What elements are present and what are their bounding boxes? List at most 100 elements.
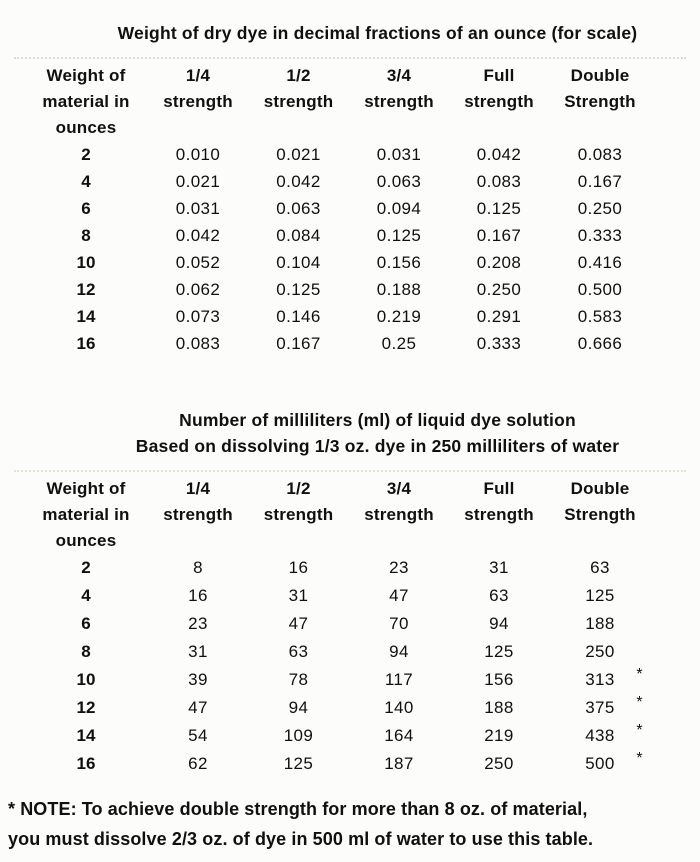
- row-label: 6: [24, 195, 148, 222]
- data-cell: 70: [349, 610, 449, 638]
- cell-value: 0.250: [476, 280, 522, 299]
- cell-value: 0.416: [577, 253, 623, 272]
- cell-value: 6: [81, 199, 91, 218]
- double-strength-asterisk: *: [636, 694, 643, 711]
- cell-value: 0.125: [376, 226, 422, 245]
- data-cell: 117: [349, 666, 449, 694]
- cell-value: 8: [193, 558, 203, 577]
- row-label: 12: [24, 694, 148, 722]
- cell-value: 0.333: [476, 334, 522, 353]
- data-cell: 438 *: [549, 722, 651, 750]
- cell-value: 16: [76, 334, 96, 353]
- row-label: 14: [24, 303, 148, 330]
- cell-value: 0.219: [376, 307, 422, 326]
- cell-value: 47: [389, 586, 409, 605]
- cell-value: 250: [484, 754, 514, 773]
- row-label: 2: [24, 141, 148, 168]
- cell-value: 0.666: [577, 334, 623, 353]
- cell-value: 0.208: [476, 253, 522, 272]
- column-header: Full strength: [464, 479, 534, 524]
- data-cell: 0.042: [449, 141, 549, 168]
- data-cell: 47: [349, 582, 449, 610]
- data-cell: 0.167: [248, 330, 349, 357]
- cell-value: 0.167: [476, 226, 522, 245]
- cell-value: 0.167: [276, 334, 321, 353]
- cell-value: 0.583: [577, 307, 623, 326]
- data-cell: 63: [549, 554, 651, 582]
- cell-value: 0.156: [376, 253, 422, 272]
- data-cell: 0.167: [449, 222, 549, 249]
- data-cell: 0.083: [549, 141, 651, 168]
- data-cell: 94: [248, 694, 349, 722]
- cell-value: 0.188: [376, 280, 422, 299]
- data-cell: 0.031: [148, 195, 248, 222]
- row-label: 14: [24, 722, 148, 750]
- data-cell: 0.010: [148, 141, 248, 168]
- row-label: 10: [24, 666, 148, 694]
- data-cell: 0.084: [248, 222, 349, 249]
- cell-value: 63: [590, 558, 610, 577]
- cell-value: 16: [76, 754, 96, 773]
- row-label: 8: [24, 638, 148, 666]
- column-header: 1/4 strength: [163, 479, 233, 524]
- scan-artifact-line: [14, 470, 686, 472]
- cell-value: 10: [76, 253, 96, 272]
- row-label: 16: [24, 750, 148, 778]
- data-cell: 0.062: [148, 276, 248, 303]
- table-row: 16 62 125 187 250 500 *: [24, 750, 700, 778]
- data-cell: 0.042: [248, 168, 349, 195]
- cell-value: 500: [585, 754, 615, 773]
- data-cell: 0.250: [449, 276, 549, 303]
- cell-value: 62: [188, 754, 208, 773]
- data-cell: 0.021: [148, 168, 248, 195]
- cell-value: 125: [283, 754, 314, 773]
- cell-value: 187: [384, 754, 414, 773]
- data-cell: 47: [148, 694, 248, 722]
- liquid-dye-table-subtitle: Based on dissolving 1/3 oz. dye in 250 m…: [135, 436, 620, 456]
- double-strength-asterisk: *: [636, 666, 643, 683]
- double-strength-asterisk: *: [636, 722, 643, 739]
- table-row: 2 0.010 0.021 0.031 0.042 0.083: [24, 141, 700, 168]
- data-cell: 109: [248, 722, 349, 750]
- dry-dye-table-title: Weight of dry dye in decimal fractions o…: [117, 23, 638, 43]
- data-cell: 78: [248, 666, 349, 694]
- cell-value: 16: [288, 558, 309, 577]
- cell-value: 0.063: [376, 172, 422, 191]
- cell-value: 140: [384, 698, 414, 717]
- cell-value: 8: [81, 226, 91, 245]
- liquid-dye-table-titles: Number of milliliters (ml) of liquid dye…: [55, 407, 700, 459]
- cell-value: 0.010: [175, 145, 221, 164]
- column-header: Double Strength: [564, 66, 636, 111]
- row-header-column-label: Weight of material in ounces: [42, 479, 130, 550]
- data-cell: 0.208: [449, 249, 549, 276]
- row-label: 10: [24, 249, 148, 276]
- data-cell: 313 *: [549, 666, 651, 694]
- cell-value: 0.031: [175, 199, 221, 218]
- cell-value: 94: [489, 614, 509, 633]
- cell-value: 63: [489, 586, 509, 605]
- data-cell: 0.333: [549, 222, 651, 249]
- data-cell: 0.073: [148, 303, 248, 330]
- row-label: 8: [24, 222, 148, 249]
- data-cell: 156: [449, 666, 549, 694]
- double-strength-asterisk: *: [636, 750, 643, 767]
- cell-value: 0.167: [577, 172, 623, 191]
- cell-value: 0.031: [376, 145, 422, 164]
- cell-value: 125: [484, 642, 514, 661]
- row-label: 4: [24, 168, 148, 195]
- cell-value: 14: [76, 726, 96, 745]
- data-cell: 0.25: [349, 330, 449, 357]
- row-label: 12: [24, 276, 148, 303]
- cell-value: 2: [81, 145, 91, 164]
- cell-value: 47: [188, 698, 208, 717]
- cell-value: 188: [484, 698, 514, 717]
- cell-value: 0.073: [175, 307, 221, 326]
- data-cell: 0.291: [449, 303, 549, 330]
- data-cell: 0.125: [248, 276, 349, 303]
- data-cell: 31: [148, 638, 248, 666]
- cell-value: 0.021: [276, 145, 321, 164]
- column-header: 1/2 strength: [263, 66, 334, 111]
- data-cell: 219: [449, 722, 549, 750]
- cell-value: 31: [489, 558, 509, 577]
- data-cell: 16: [148, 582, 248, 610]
